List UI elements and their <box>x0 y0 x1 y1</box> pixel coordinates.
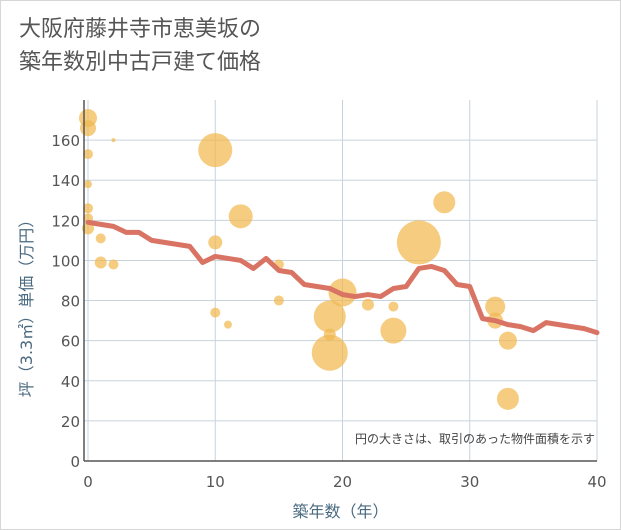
bubble-24 <box>380 317 407 344</box>
y-axis-title: 坪（3.3㎡）単価（万円） <box>17 212 36 397</box>
y-tick-label-120: 120 <box>51 212 80 230</box>
y-tick-label-0: 0 <box>70 453 80 471</box>
bubble-14 <box>223 320 232 329</box>
bubble-4 <box>83 203 93 214</box>
bubble-12 <box>208 235 223 250</box>
y-tick-label-40: 40 <box>61 373 80 391</box>
bubble-23 <box>388 301 399 312</box>
bubble-15 <box>228 204 253 229</box>
chart-title-line2: 築年数別中古戸建て価格 <box>19 50 262 75</box>
bubble-11 <box>198 133 233 168</box>
x-tick-label-10: 10 <box>206 473 225 491</box>
bubble-27 <box>485 296 506 317</box>
bubble-9 <box>108 259 119 270</box>
x-tick-label-40: 40 <box>587 473 606 491</box>
chart-title-line1: 大阪府藤井寺市恵美坂の <box>19 17 262 42</box>
bubbles-layer <box>79 109 519 410</box>
bubble-8 <box>94 256 107 269</box>
y-tick-label-100: 100 <box>51 252 80 270</box>
bubble-17 <box>273 295 284 306</box>
bubble-20 <box>311 334 348 371</box>
bubble-2 <box>83 149 93 160</box>
bubble-30 <box>496 387 519 410</box>
y-tick-label-20: 20 <box>61 413 80 431</box>
x-tick-label-0: 0 <box>83 473 93 491</box>
bubble-18 <box>313 300 346 333</box>
x-tick-label-20: 20 <box>333 473 352 491</box>
chart-title: 大阪府藤井寺市恵美坂の 築年数別中古戸建て価格 <box>19 13 261 79</box>
y-tick-label-160: 160 <box>51 132 80 150</box>
bubble-13 <box>210 307 221 318</box>
bubble-10 <box>111 138 116 143</box>
bubble-22 <box>361 298 374 311</box>
bubble-1 <box>80 120 96 137</box>
bubble-7 <box>95 233 106 244</box>
size-note: 円の大きさは、取引のあった物件面積を示す <box>355 431 595 446</box>
y-tick-label-80: 80 <box>61 293 80 311</box>
bubble-6 <box>82 222 94 235</box>
x-axis-title: 築年数（年） <box>292 502 388 521</box>
y-tick-label-60: 60 <box>61 333 80 351</box>
y-tick-label-140: 140 <box>51 172 80 190</box>
bubble-25 <box>396 220 441 265</box>
bubble-26 <box>433 191 456 214</box>
trend-line <box>85 219 600 336</box>
x-tick-label-30: 30 <box>460 473 479 491</box>
bubble-29 <box>498 331 517 350</box>
axes: 0 20 40 60 80 100 120 140 160 0 10 20 30 40 <box>51 100 607 491</box>
bubble-3 <box>84 180 92 189</box>
